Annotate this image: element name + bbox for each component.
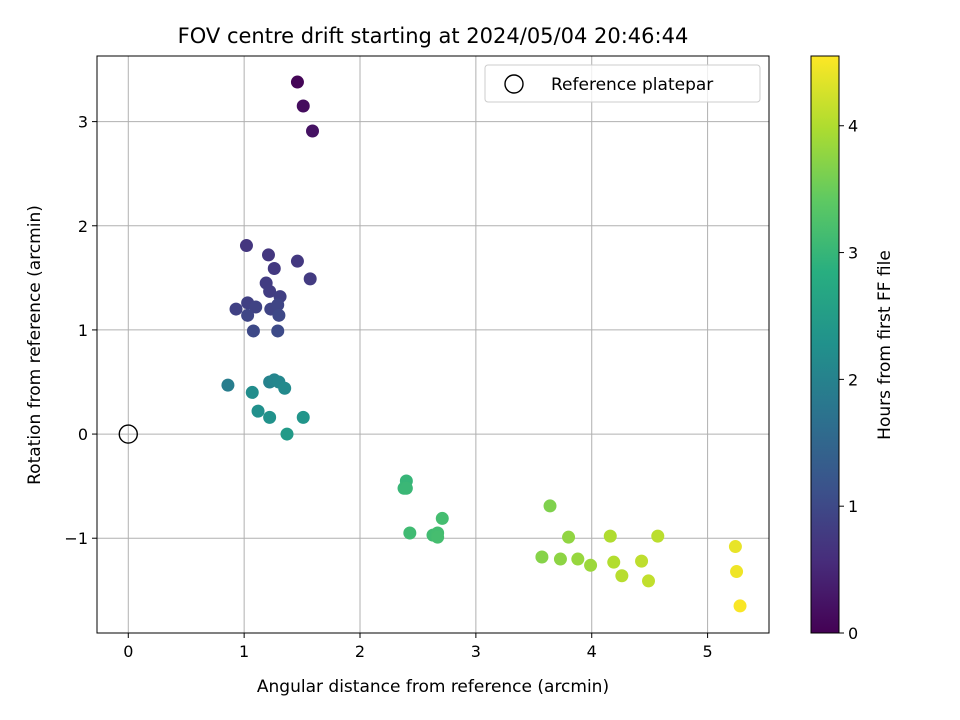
colorbar-label: Hours from first FF file: [875, 250, 895, 440]
x-tick-label: 1: [239, 642, 249, 661]
scatter-point: [290, 75, 304, 89]
legend-entry-reference: Reference platepar: [551, 75, 713, 95]
scatter-point: [615, 569, 629, 583]
scatter-point: [435, 511, 449, 525]
scatter-point: [263, 410, 277, 424]
scatter-point: [399, 481, 413, 495]
scatter-point: [651, 529, 665, 543]
grid: [97, 56, 769, 633]
scatter-point: [245, 385, 259, 399]
y-axis-label: Rotation from reference (arcmin): [25, 205, 45, 485]
scatter-point: [272, 308, 286, 322]
x-tick-label: 4: [587, 642, 597, 661]
scatter-point: [543, 499, 557, 513]
scatter-point: [562, 530, 576, 544]
colorbar-tick-label: 4: [848, 117, 858, 136]
scatter-point: [251, 404, 265, 418]
data-points: [221, 75, 747, 613]
x-tick-label: 0: [123, 642, 133, 661]
legend: Reference platepar: [484, 64, 761, 103]
scatter-point: [730, 565, 744, 579]
scatter-point: [403, 526, 417, 540]
scatter-point: [239, 239, 253, 253]
scatter-point: [249, 300, 263, 314]
scatter-point: [271, 298, 285, 312]
scatter-point: [635, 554, 649, 568]
colorbar-tick-label: 3: [848, 244, 858, 263]
reference-platepar-marker: [118, 424, 138, 444]
scatter-point: [221, 378, 235, 392]
scatter-point: [246, 324, 260, 338]
scatter-point: [241, 308, 255, 322]
scatter-point: [553, 552, 567, 566]
scatter-point: [571, 552, 585, 566]
scatter-point: [431, 530, 445, 544]
y-tick-label: −1: [64, 529, 88, 548]
scatter-point: [271, 324, 285, 338]
scatter-point: [603, 529, 617, 543]
scatter-point: [584, 558, 598, 572]
scatter-point: [290, 254, 304, 268]
legend-box: [484, 64, 761, 103]
scatter-point: [280, 427, 294, 441]
y-tick-label: 2: [78, 217, 88, 236]
colorbar-gradient: [810, 55, 840, 634]
scatter-point: [303, 272, 317, 286]
colorbar-tick-label: 0: [848, 624, 858, 643]
y-tick-label: 0: [78, 425, 88, 444]
x-tick-label: 2: [355, 642, 365, 661]
x-tick-label: 3: [471, 642, 481, 661]
y-tick-label: 3: [78, 113, 88, 132]
colorbar-tick-label: 2: [848, 370, 858, 389]
x-axis-ticks: 0 1 2 3 4 5: [123, 633, 713, 661]
scatter-point: [607, 555, 621, 569]
scatter-point: [642, 574, 656, 588]
x-tick-label: 5: [702, 642, 712, 661]
x-axis-label: Angular distance from reference (arcmin): [257, 677, 609, 697]
scatter-point: [296, 99, 310, 113]
scatter-point: [267, 261, 281, 275]
colorbar-ticks: 0 1 2 3 4: [839, 117, 858, 643]
scatter-point: [535, 550, 549, 564]
scatter-point: [306, 124, 320, 138]
scatter-point: [263, 284, 277, 298]
scatter-point: [296, 410, 310, 424]
colorbar: 0 1 2 3 4 Hours from first FF file: [810, 55, 895, 643]
scatter-point: [728, 540, 742, 554]
scatter-point: [733, 599, 747, 613]
legend-marker: [504, 74, 524, 94]
y-tick-label: 1: [78, 321, 88, 340]
colorbar-tick-label: 1: [848, 497, 858, 516]
y-axis-ticks: −1 0 1 2 3: [64, 113, 97, 548]
plot-frame: [96, 55, 770, 634]
scatter-point: [278, 381, 292, 395]
scatter-point: [261, 248, 275, 262]
chart-title: FOV centre drift starting at 2024/05/04 …: [178, 24, 689, 48]
scatter-point: [229, 302, 243, 316]
